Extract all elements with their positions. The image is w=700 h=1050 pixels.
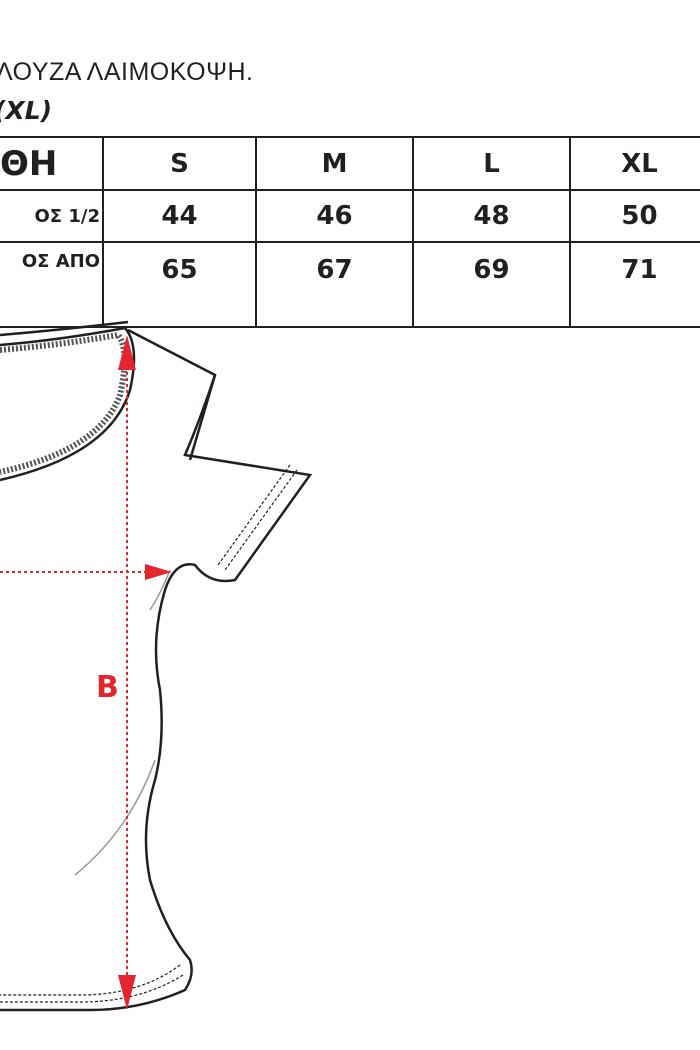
cell: 69 — [412, 241, 571, 328]
table-header-row: ΘΗ S M L XL — [0, 136, 700, 191]
row-label: ΟΣ ΑΠΟ — [0, 241, 104, 328]
cell: 46 — [255, 189, 414, 243]
row-label: ΟΣ 1/2 — [0, 189, 104, 243]
tshirt-outline — [0, 320, 313, 1012]
header-size: S — [102, 136, 257, 191]
size-table: ΘΗ S M L XL ΟΣ 1/2 44 46 48 50 ΟΣ ΑΠΟ 65… — [0, 136, 700, 328]
fold-lines — [74, 569, 171, 876]
measure-arrows: B — [0, 335, 172, 1010]
arrow-up-icon — [118, 335, 136, 370]
header-size: M — [255, 136, 414, 191]
header-label: ΘΗ — [0, 136, 104, 191]
measure-label: B — [96, 670, 119, 705]
cell: 67 — [255, 241, 414, 328]
stitching — [0, 464, 298, 1003]
cell: 48 — [412, 189, 571, 243]
size-range: (XL) — [0, 96, 53, 125]
cell: 44 — [102, 189, 257, 243]
arrow-down-icon — [118, 975, 136, 1010]
cell: 65 — [102, 241, 257, 328]
product-title: ΛΟΥΖΑ ΛΑΙΜΟΚΟΨΗ. — [0, 58, 254, 86]
collar-rib — [0, 331, 128, 475]
table-row: ΟΣ ΑΠΟ 65 67 69 71 — [0, 241, 700, 328]
cell: 71 — [569, 241, 700, 328]
header-size: L — [412, 136, 571, 191]
arrow-right-icon — [145, 564, 172, 580]
header-size: XL — [569, 136, 700, 191]
table-row: ΟΣ 1/2 44 46 48 50 — [0, 189, 700, 243]
cell: 50 — [569, 189, 700, 243]
